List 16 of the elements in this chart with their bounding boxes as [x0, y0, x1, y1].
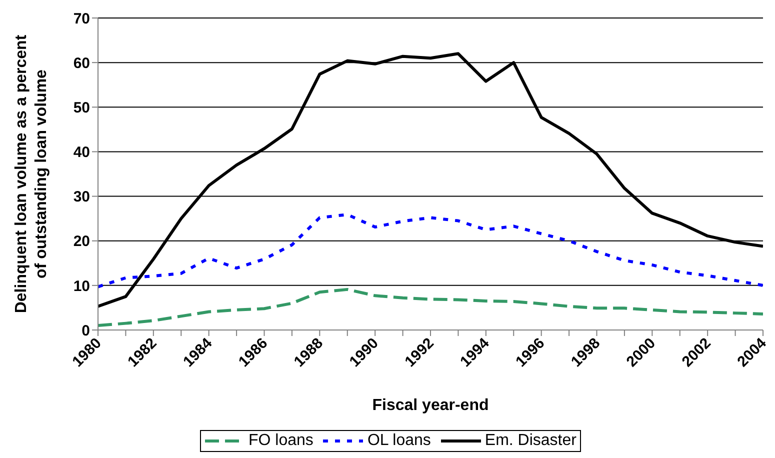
y-tick-label: 70	[73, 10, 90, 28]
legend-label: Em. Disaster	[484, 432, 576, 450]
y-tick-label: 60	[73, 54, 90, 72]
x-axis-title: Fiscal year-end	[372, 397, 489, 414]
line-series	[98, 52, 763, 308]
line-series	[98, 288, 763, 328]
legend-label: FO loans	[248, 432, 314, 450]
legend-label: OL loans	[367, 432, 431, 450]
y-tick-label: 50	[73, 99, 90, 116]
y-tick-label: 10	[73, 278, 90, 295]
y-axis-title: Delinquent loan volume as a percent of outstanding loan volume	[13, 34, 50, 314]
y-tick-label: 30	[73, 188, 90, 206]
y-tick-label: 20	[73, 233, 90, 250]
line-series	[98, 213, 763, 288]
y-tick-label: 0	[82, 322, 90, 340]
y-tick-label: 40	[73, 144, 90, 162]
